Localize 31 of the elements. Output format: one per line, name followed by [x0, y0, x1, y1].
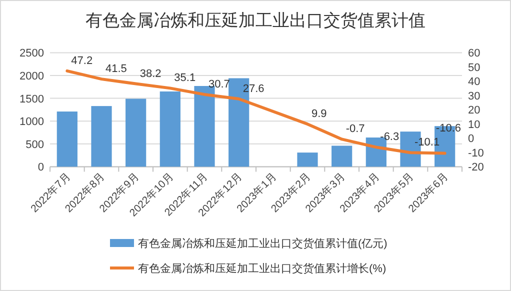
data-label: 35.1 — [174, 72, 196, 84]
y2-tick-label: 40 — [468, 76, 480, 88]
data-label: 9.9 — [312, 108, 327, 120]
bar — [91, 106, 112, 167]
y-tick-label: 1500 — [20, 93, 44, 106]
data-label: -0.7 — [346, 123, 365, 136]
y2-tick-label: 20 — [468, 104, 480, 117]
y-tick-label: 500 — [26, 138, 44, 151]
y-tick-label: 1000 — [20, 116, 44, 128]
data-label: 38.2 — [140, 68, 162, 80]
y2-tick-label: 60 — [468, 48, 480, 60]
bar — [297, 152, 318, 167]
data-label: 47.2 — [71, 54, 93, 67]
bar — [332, 146, 352, 167]
y2-tick-label: 10 — [468, 118, 480, 131]
bar — [126, 98, 146, 167]
bar — [160, 91, 180, 167]
data-label: 41.5 — [106, 63, 127, 76]
y-tick-label: 0 — [38, 162, 44, 174]
y-tick-label: 2500 — [20, 48, 44, 60]
legend-label: 有色金属冶炼和压延加工业出口交货值累计增长(%) — [138, 262, 386, 275]
y2-tick-label: 0 — [468, 133, 474, 146]
data-label: -6.3 — [380, 131, 400, 144]
chart-title: 有色金属冶炼和压延加工业出口交货值累计值 — [86, 11, 426, 30]
y-tick-label: 2000 — [20, 70, 44, 82]
y2-tick-label: -10 — [468, 147, 484, 160]
y2-tick-label: 50 — [468, 62, 480, 74]
bar — [56, 112, 78, 167]
legend-label: 有色金属冶炼和压延加工业出口交货值累计值(亿元) — [138, 237, 388, 250]
y2-tick-label: 30 — [468, 90, 480, 102]
y2-tick-label: -20 — [468, 162, 484, 174]
